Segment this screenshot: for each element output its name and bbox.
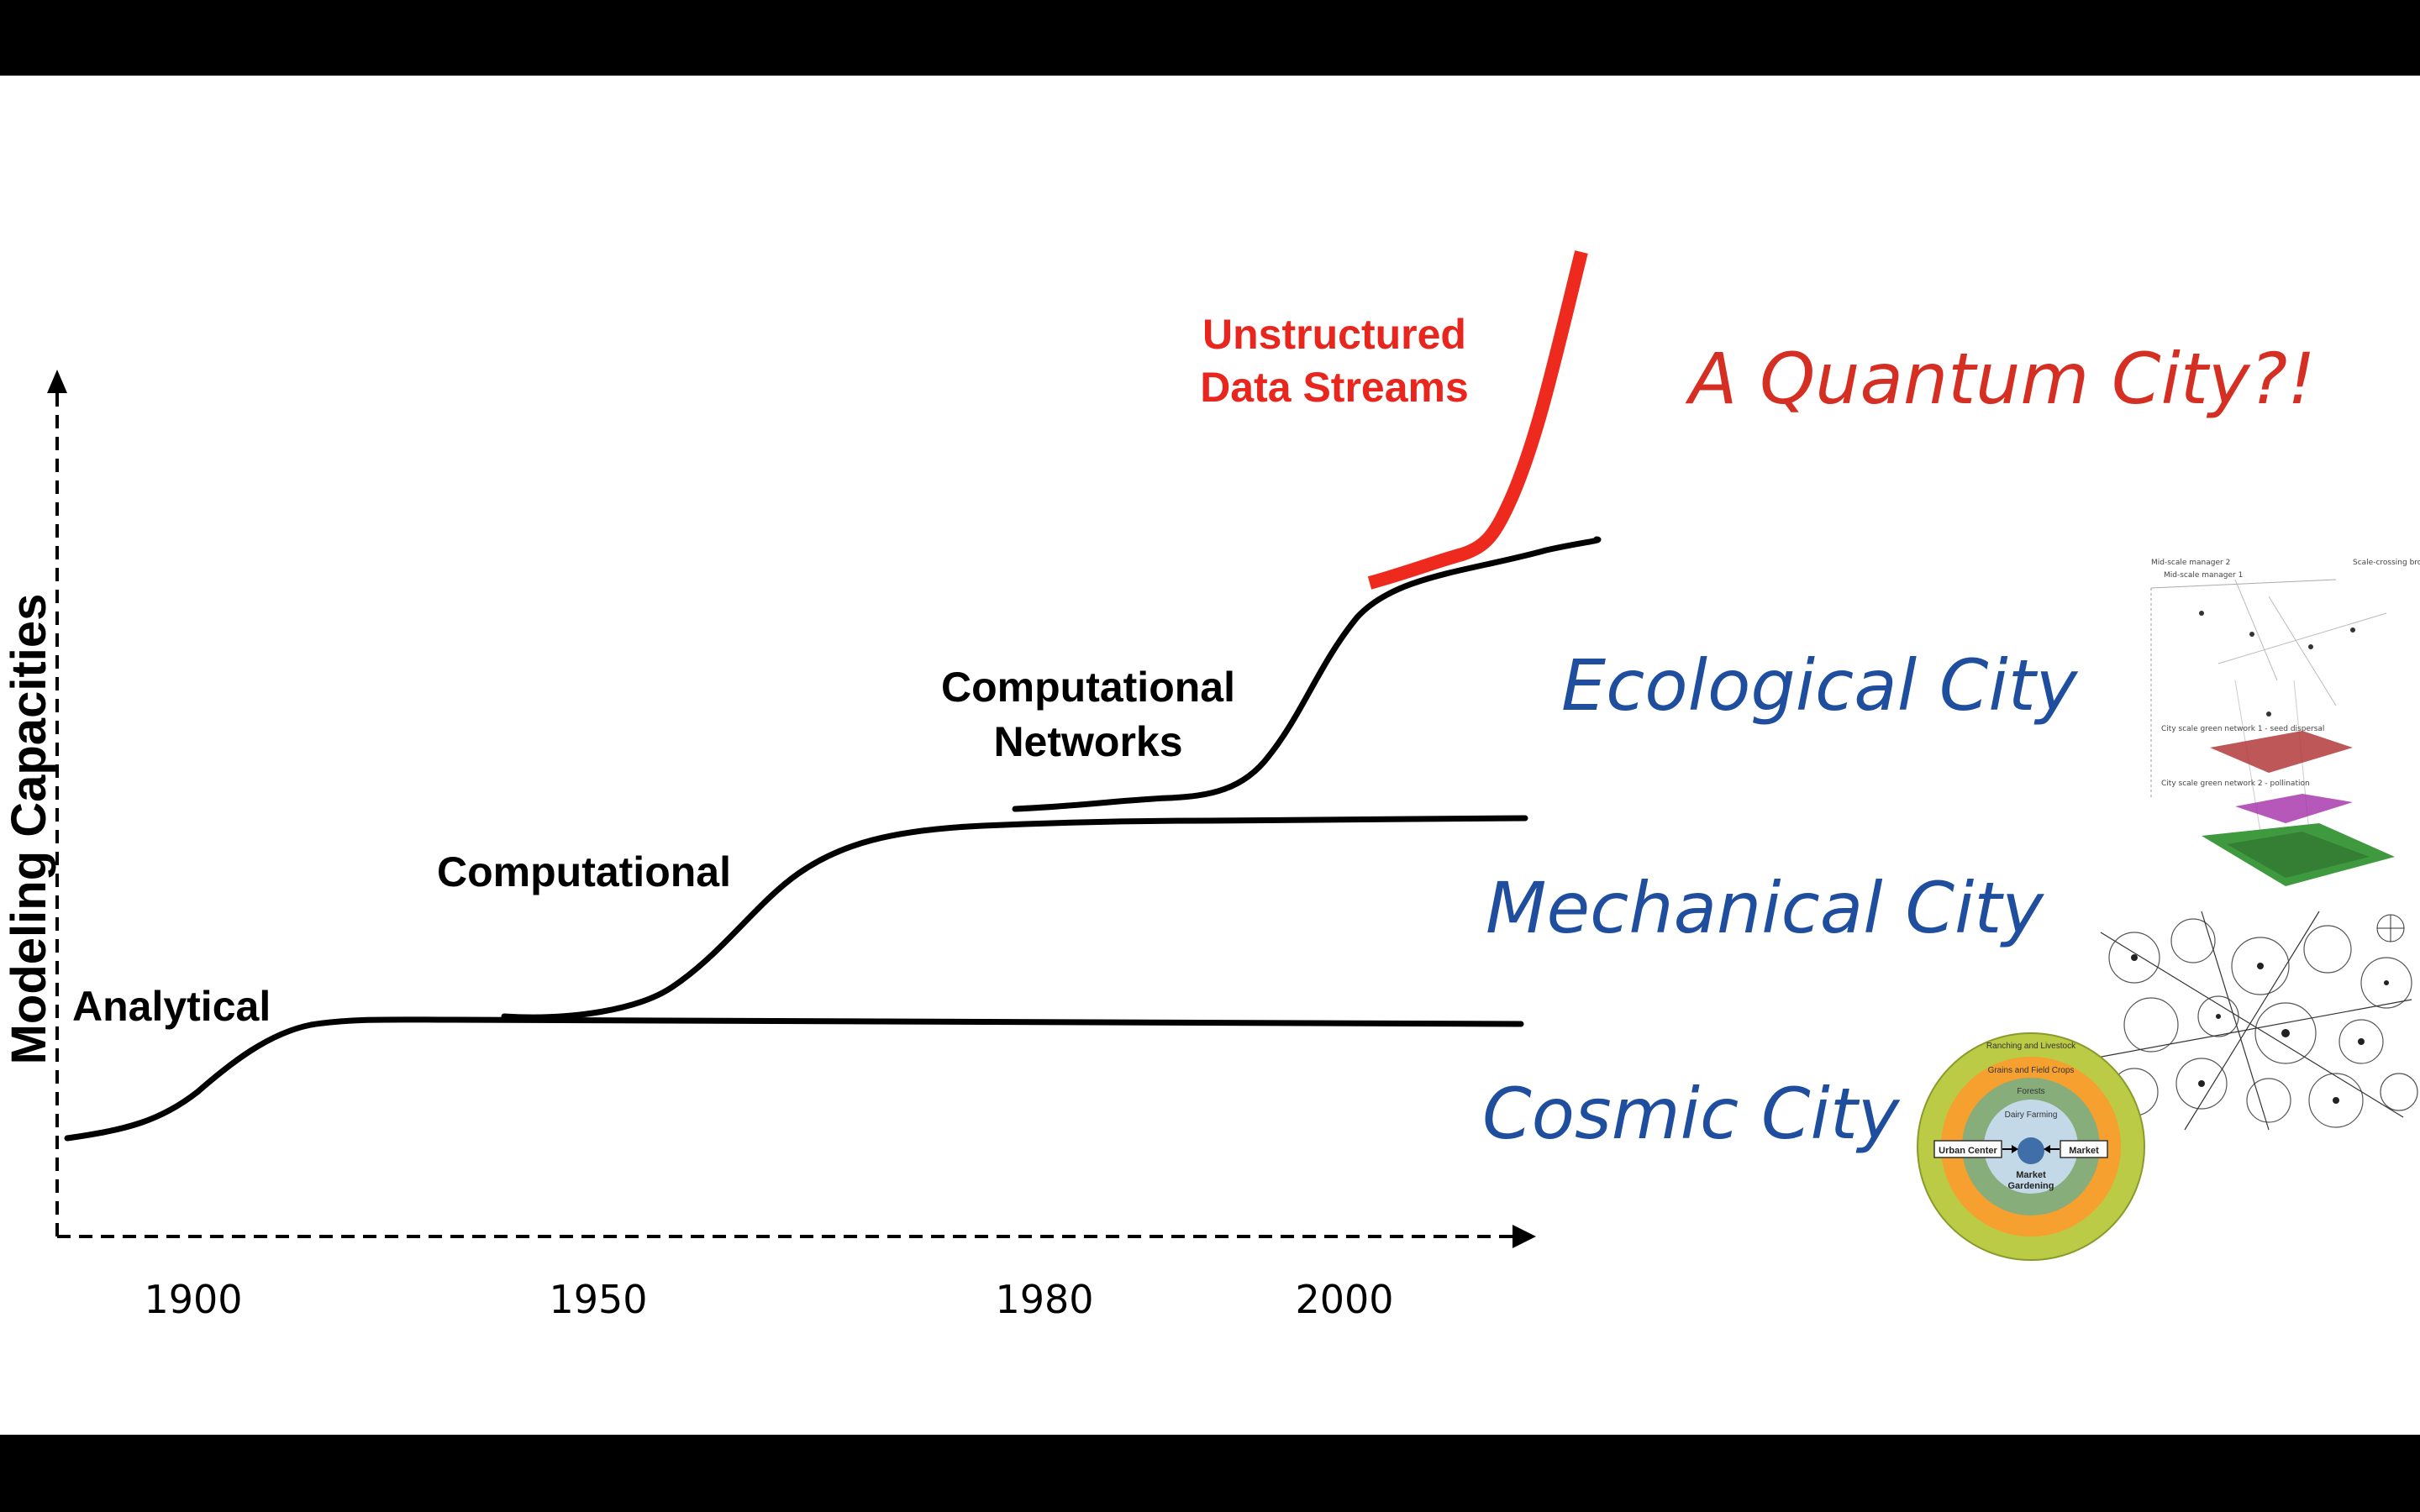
computational-curve bbox=[501, 815, 1528, 1021]
label-quantum-city: A Quantum City?! bbox=[1685, 338, 2316, 420]
y-axis-title: Modeling Capacities bbox=[2, 594, 56, 1065]
networks-curve bbox=[1012, 536, 1602, 812]
svg-text:City scale green network 1 - s: City scale green network 1 - seed disper… bbox=[2161, 725, 2324, 733]
svg-text:Market: Market bbox=[2016, 1170, 2046, 1180]
x-tick-2000: 2000 bbox=[1295, 1277, 1393, 1322]
mechanical-figure bbox=[2088, 907, 2420, 1134]
y-axis-arrowhead bbox=[47, 370, 67, 393]
x-tick-1980: 1980 bbox=[995, 1277, 1093, 1322]
x-axis-arrowhead bbox=[1512, 1225, 1536, 1248]
ecological-figure: Mid-scale manager 2 Mid-scale manager 1 … bbox=[2144, 554, 2420, 890]
svg-text:Gardening: Gardening bbox=[2007, 1181, 2054, 1191]
label-streams-line2: Data Streams bbox=[1200, 364, 1469, 411]
label-streams-line1: Unstructured bbox=[1202, 311, 1466, 358]
label-analytical: Analytical bbox=[72, 983, 271, 1030]
analytical-curve bbox=[64, 1016, 1524, 1142]
x-tick-1950: 1950 bbox=[549, 1277, 647, 1322]
svg-text:Urban Center: Urban Center bbox=[1939, 1146, 1997, 1156]
svg-text:Ranching and Livestock: Ranching and Livestock bbox=[1986, 1042, 2076, 1051]
svg-text:Mid-scale manager 2: Mid-scale manager 2 bbox=[2151, 559, 2230, 567]
label-mechanical-city: Mechanical City bbox=[1486, 867, 2044, 949]
label-networks-line2: Networks bbox=[993, 718, 1182, 765]
svg-text:Forests: Forests bbox=[2017, 1087, 2044, 1096]
label-computational: Computational bbox=[437, 848, 731, 895]
svg-text:Grains and Field Crops: Grains and Field Crops bbox=[1988, 1066, 2075, 1075]
data-streams-curve bbox=[1367, 250, 1588, 590]
label-cosmic-city: Cosmic City bbox=[1482, 1073, 1901, 1155]
label-ecological-city: Ecological City bbox=[1561, 644, 2079, 727]
svg-text:Scale-crossing broker: Scale-crossing broker bbox=[2353, 559, 2420, 567]
svg-text:Dairy Farming: Dairy Farming bbox=[2005, 1110, 2058, 1120]
diagram-canvas: Modeling Capacities 1900 1950 1980 2000 … bbox=[2, 250, 2420, 1322]
svg-text:City scale green network 2 - p: City scale green network 2 - pollination bbox=[2161, 780, 2310, 788]
x-tick-1900: 1900 bbox=[144, 1277, 242, 1322]
label-networks-line1: Computational bbox=[941, 664, 1235, 711]
cosmic-figure: Ranching and Livestock Grains and Field … bbox=[1917, 1032, 2145, 1261]
svg-text:Mid-scale manager 1: Mid-scale manager 1 bbox=[2164, 571, 2243, 580]
slide: Modeling Capacities 1900 1950 1980 2000 … bbox=[0, 76, 2420, 1435]
svg-text:Market: Market bbox=[2069, 1146, 2099, 1156]
